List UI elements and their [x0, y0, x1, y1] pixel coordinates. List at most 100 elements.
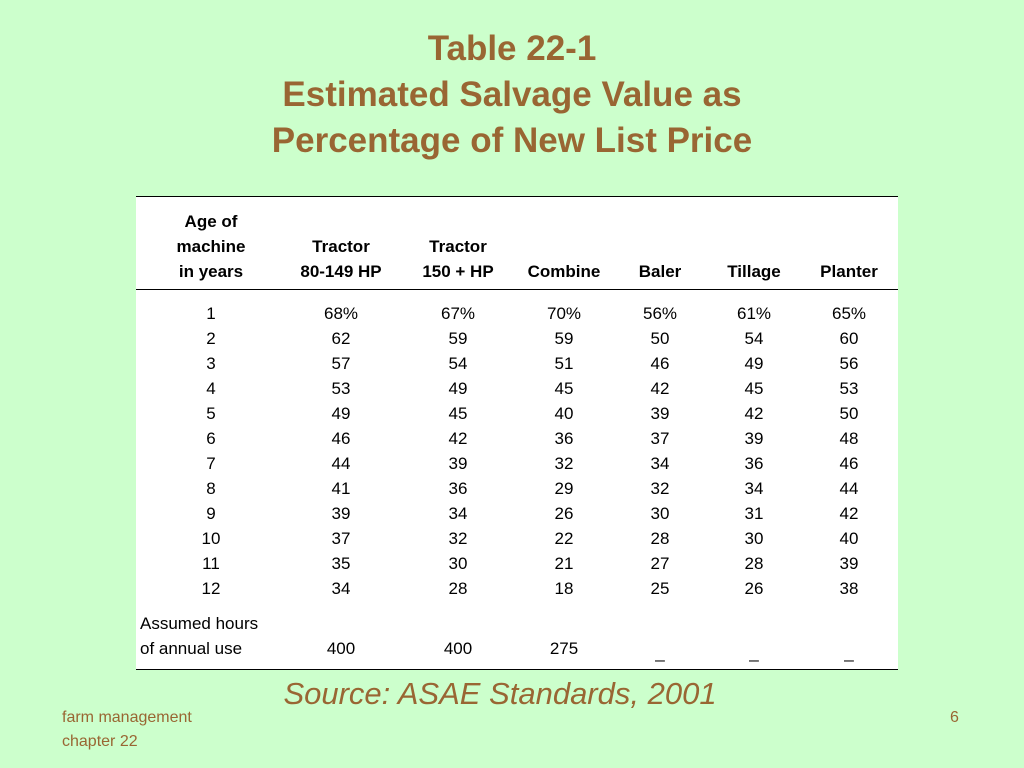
age-cell: 1 — [206, 304, 216, 323]
age-cell: 5 — [206, 404, 216, 423]
value-cell: 39 — [839, 554, 859, 573]
column-header-6: Planter — [799, 209, 899, 284]
value-cell: 60 — [839, 329, 859, 348]
value-cell: 70% — [546, 304, 582, 323]
slide-title: Table 22-1 Estimated Salvage Value as Pe… — [0, 26, 1024, 164]
table-row: 2 62 59 59 50 54 60 — [136, 326, 898, 351]
value-cell: 45 — [744, 379, 764, 398]
value-cell: 21 — [554, 554, 574, 573]
value-cell: 39 — [650, 404, 670, 423]
table-row: 5 49 45 40 39 42 50 — [136, 401, 898, 426]
table-row: 7 44 39 32 34 36 46 — [136, 451, 898, 476]
annual-hours-value: 400 — [326, 639, 356, 658]
value-cell: 42 — [650, 379, 670, 398]
age-cell: 4 — [206, 379, 216, 398]
value-cell: 56 — [839, 354, 859, 373]
table-row: 3 57 54 51 46 49 56 — [136, 351, 898, 376]
value-cell: 27 — [650, 554, 670, 573]
age-cell: 2 — [206, 329, 216, 348]
value-cell: 45 — [448, 404, 468, 423]
value-cell: 48 — [839, 429, 859, 448]
value-cell: 34 — [448, 504, 468, 523]
footer-course-line-1: farm management — [62, 709, 192, 726]
value-cell: 18 — [554, 579, 574, 598]
value-cell: 34 — [744, 479, 764, 498]
assumed-hours-label-line-1: Assumed hours — [140, 614, 259, 633]
table-row: 10 37 32 22 28 30 40 — [136, 526, 898, 551]
value-cell: 62 — [331, 329, 351, 348]
value-cell: 26 — [554, 504, 574, 523]
value-cell: 51 — [554, 354, 574, 373]
annual-hours-value: _ — [844, 643, 854, 662]
value-cell: 67% — [440, 304, 476, 323]
value-cell: 65% — [831, 304, 867, 323]
footer-course-line-2: chapter 22 — [62, 733, 138, 750]
age-cell: 10 — [201, 529, 221, 548]
value-cell: 39 — [331, 504, 351, 523]
value-cell: 42 — [448, 429, 468, 448]
value-cell: 40 — [839, 529, 859, 548]
table-row: 9 39 34 26 30 31 42 — [136, 501, 898, 526]
value-cell: 53 — [331, 379, 351, 398]
column-header-1-line-1: 80-149 HP — [300, 262, 382, 281]
value-cell: 53 — [839, 379, 859, 398]
column-header-3: Combine — [514, 209, 614, 284]
table-row: 1 68% 67% 70% 56% 61% 65% — [136, 301, 898, 326]
value-cell: 44 — [839, 479, 859, 498]
value-cell: 42 — [744, 404, 764, 423]
value-cell: 38 — [839, 579, 859, 598]
table-row: 12 34 28 18 25 26 38 — [136, 576, 898, 601]
value-cell: 49 — [744, 354, 764, 373]
title-line-1: Table 22-1 — [427, 29, 597, 68]
value-cell: 49 — [448, 379, 468, 398]
table-row: 8 41 36 29 32 34 44 — [136, 476, 898, 501]
age-cell: 12 — [201, 579, 221, 598]
header-divider — [136, 289, 898, 290]
value-cell: 46 — [331, 429, 351, 448]
table-row: 6 46 42 36 37 39 48 — [136, 426, 898, 451]
table-row: 4 53 49 45 42 45 53 — [136, 376, 898, 401]
value-cell: 34 — [650, 454, 670, 473]
value-cell: 28 — [448, 579, 468, 598]
value-cell: 28 — [650, 529, 670, 548]
column-header-3-line-0: Combine — [527, 262, 601, 281]
assumed-hours-label-line-2: of annual use — [140, 639, 243, 658]
value-cell: 36 — [554, 429, 574, 448]
value-cell: 41 — [331, 479, 351, 498]
annual-hours-value: 400 — [443, 639, 473, 658]
column-header-0: Age of machine in years — [146, 209, 276, 284]
value-cell: 22 — [554, 529, 574, 548]
value-cell: 30 — [448, 554, 468, 573]
value-cell: 68% — [323, 304, 359, 323]
column-header-4: Baler — [620, 209, 700, 284]
annual-hours-value: _ — [655, 643, 665, 662]
age-cell: 11 — [202, 554, 220, 573]
column-header-0-line-0: Age of — [184, 212, 238, 231]
value-cell: 50 — [650, 329, 670, 348]
value-cell: 57 — [331, 354, 351, 373]
value-cell: 54 — [744, 329, 764, 348]
value-cell: 37 — [331, 529, 351, 548]
column-header-4-line-0: Baler — [638, 262, 682, 281]
value-cell: 49 — [331, 404, 351, 423]
value-cell: 46 — [650, 354, 670, 373]
value-cell: 29 — [554, 479, 574, 498]
column-header-1-line-0: Tractor — [312, 237, 370, 256]
title-line-2: Estimated Salvage Value as — [282, 75, 742, 114]
salvage-value-table: Age of machine in years Tractor 80-149 HP Tra… — [136, 196, 898, 670]
value-cell: 56% — [642, 304, 678, 323]
value-cell: 32 — [650, 479, 670, 498]
table-row: 11 35 30 21 27 28 39 — [136, 551, 898, 576]
age-cell: 8 — [206, 479, 216, 498]
value-cell: 35 — [331, 554, 351, 573]
value-cell: 30 — [744, 529, 764, 548]
age-cell: 6 — [206, 429, 216, 448]
value-cell: 44 — [331, 454, 351, 473]
value-cell: 61% — [736, 304, 772, 323]
value-cell: 40 — [554, 404, 574, 423]
annual-hours-value: 275 — [549, 639, 579, 658]
value-cell: 34 — [331, 579, 351, 598]
value-cell: 42 — [839, 504, 859, 523]
column-header-2: Tractor 150 + HP — [403, 209, 513, 284]
value-cell: 26 — [744, 579, 764, 598]
